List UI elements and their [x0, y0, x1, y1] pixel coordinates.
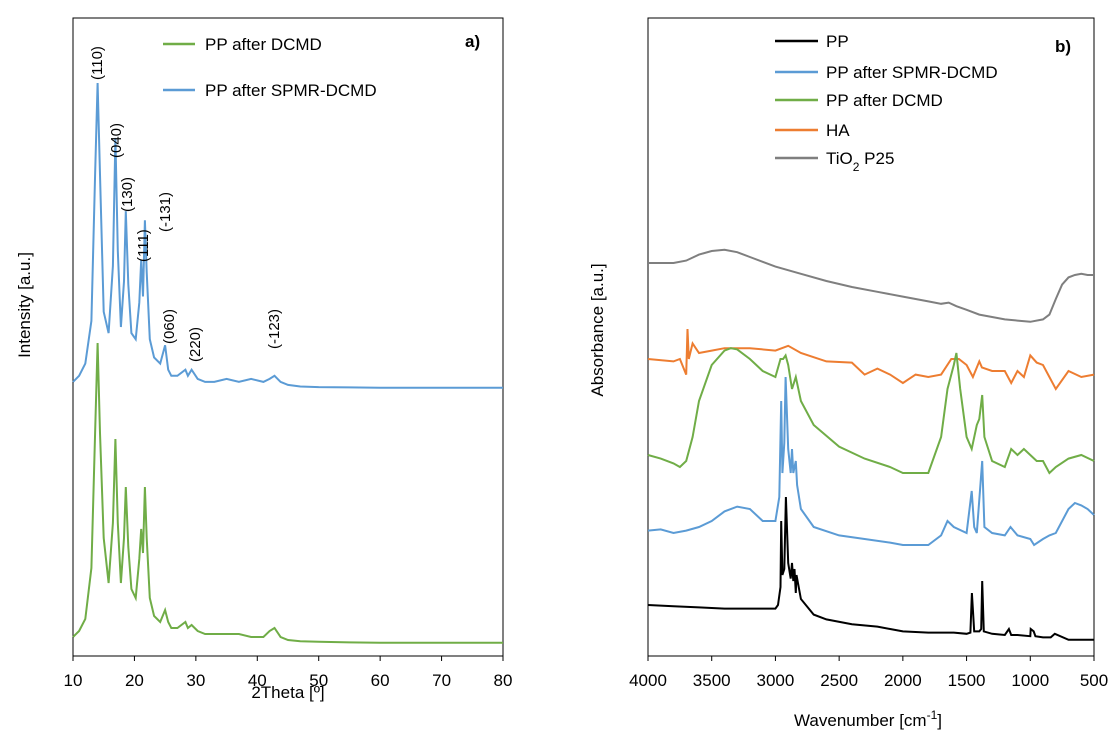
- x-tick-label: 10: [64, 671, 83, 690]
- peak-label-111: (111): [135, 229, 152, 262]
- panel-a-x-axis-label: 2Theta [º]: [251, 683, 324, 702]
- panel-a-plot-area: [72, 17, 504, 657]
- series-line-pp-after-spmr-dcmd-b: [647, 376, 1095, 547]
- series-line-pp-after-spmr-dcmd-a: [72, 82, 503, 389]
- series-line-pp-b: [647, 496, 1094, 641]
- panel-a-y-axis-label: Intensity [a.u.]: [15, 252, 34, 358]
- legend-label-pp: PP: [826, 32, 849, 51]
- legend-label-pp-after-dcmd-a: PP after DCMD: [205, 35, 322, 54]
- legend-label-ha: HA: [826, 121, 850, 140]
- peak-label-neg131: (-131): [157, 192, 174, 232]
- peak-label-040: (040): [108, 123, 125, 158]
- panel-b-plot-area: [647, 17, 1095, 657]
- x-tick-label: 20: [125, 671, 144, 690]
- legend-label-pp-after-spmr-dcmd-b: PP after SPMR-DCMD: [826, 63, 998, 82]
- series-line-ha-b: [647, 328, 1095, 391]
- x-tick-label: 3500: [693, 671, 731, 690]
- x-tick-label: 1000: [1011, 671, 1049, 690]
- legend-label-tio2-p25: TiO2 P25: [826, 149, 894, 174]
- series-line-pp-after-dcmd-a: [72, 342, 503, 644]
- panel-b-x-ticks: 4000 3500 3000 2500 2000 1500 1000 500: [629, 656, 1108, 690]
- x-tick-label: 3000: [757, 671, 795, 690]
- panel-a-curves: [72, 82, 503, 644]
- panel-a-label: a): [465, 32, 480, 51]
- series-line-pp-after-dcmd-b: [647, 347, 1095, 475]
- x-tick-label: 500: [1080, 671, 1108, 690]
- x-tick-label: 70: [432, 671, 451, 690]
- x-tick-label: 50: [309, 671, 328, 690]
- x-tick-label: 30: [186, 671, 205, 690]
- x-tick-label: 60: [371, 671, 390, 690]
- peak-label-060: (060): [161, 309, 178, 344]
- x-tick-label: 2000: [884, 671, 922, 690]
- panel-a-x-ticks: 10 20 30 40 50 60 70 80: [64, 656, 513, 690]
- panel-b-label: b): [1055, 37, 1071, 56]
- x-tick-label: 2500: [820, 671, 858, 690]
- panel-b-curves: [647, 248, 1095, 641]
- peak-label-neg123: (-123): [266, 309, 283, 349]
- x-tick-label: 4000: [629, 671, 667, 690]
- x-tick-label: 80: [494, 671, 513, 690]
- legend-label-pp-after-dcmd-b: PP after DCMD: [826, 91, 943, 110]
- peak-label-130: (130): [119, 177, 136, 212]
- panel-b-x-axis-label: Wavenumber [cm-1]: [794, 708, 942, 730]
- series-line-tio2-p25-b: [648, 248, 1094, 323]
- x-tick-label: 40: [248, 671, 267, 690]
- peak-label-220: (220): [187, 327, 204, 362]
- panel-b-y-axis-label: Absorbance [a.u.]: [588, 263, 607, 396]
- peak-label-110: (110): [89, 46, 106, 80]
- legend-label-pp-after-spmr-dcmd-a: PP after SPMR-DCMD: [205, 81, 377, 100]
- x-tick-label: 1500: [948, 671, 986, 690]
